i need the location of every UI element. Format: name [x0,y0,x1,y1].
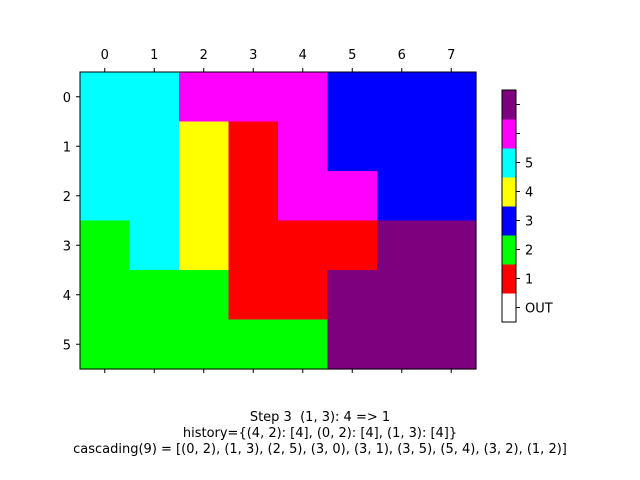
y-tick-label: 3 [63,239,71,254]
heatmap-cell [426,220,477,271]
heatmap-cell [129,121,180,172]
x-tick-label: 4 [299,48,307,63]
heatmap-cell [377,220,428,271]
heatmap-cell [377,171,428,222]
x-tick-label: 3 [249,48,257,63]
heatmap-cell [179,319,230,370]
heatmap-cell [377,72,428,123]
y-tick-label: 2 [63,190,71,205]
colorbar-segment [502,119,516,149]
heatmap-ticks: 0 1 2 3 4 5 6 7 0 1 2 3 4 5 [63,48,455,373]
heatmap-cell [278,319,329,370]
colorbar-tick-label: 5 [525,157,533,172]
colorbar-frame [501,89,517,323]
y-tick-label: 1 [63,140,71,155]
colorbar-tick-label: OUT [525,302,553,317]
colorbar-segment [502,293,516,323]
heatmap-cell [179,171,230,222]
heatmap-cell [129,72,180,123]
heatmap-cell [278,72,329,123]
caption-step-line: Step 3 (1, 3): 4 => 1 [249,410,391,425]
heatmap-cell [228,220,279,271]
heatmap-frame [79,71,477,370]
heatmap-cell [327,121,378,172]
heatmap-cell [278,270,329,321]
heatmap-cell [80,270,131,321]
y-tick-label: 4 [63,289,71,304]
x-tick-label: 0 [101,48,109,63]
colorbar-segments [502,90,516,323]
heatmap-cell [426,171,477,222]
x-tick-label: 2 [200,48,208,63]
heatmap-cell [426,270,477,321]
heatmap-cell [129,220,180,271]
heatmap-cell [179,270,230,321]
caption-cascading-line: cascading(9) = [(0, 2), (1, 3), (2, 5), … [73,442,567,457]
heatmap-cell [80,72,131,123]
heatmap-cells [80,72,477,370]
heatmap-cell [228,270,279,321]
heatmap-cell [327,270,378,321]
heatmap-cell [228,319,279,370]
heatmap-cell [228,121,279,172]
y-tick-label: 0 [63,91,71,106]
colorbar-segment [502,177,516,207]
colorbar-tick-label: 3 [525,215,533,230]
heatmap-cell [327,319,378,370]
heatmap-cell [278,220,329,271]
colorbar-segment [502,90,516,120]
colorbar-ticks: OUT 1 2 3 4 5 [516,104,553,317]
heatmap-cell [80,171,131,222]
y-tick-label: 5 [63,338,71,353]
colorbar-segment [502,264,516,294]
colorbar-tick-label: 2 [525,244,533,259]
heatmap-cell [129,319,180,370]
heatmap-cell [377,319,428,370]
heatmap-cell [377,270,428,321]
heatmap-cell [327,220,378,271]
heatmap-cell [129,270,180,321]
heatmap-cell [80,319,131,370]
colorbar-tick-label: 4 [525,186,533,201]
x-tick-label: 5 [348,48,356,63]
heatmap-cell [228,72,279,123]
heatmap-cell [80,121,131,172]
colorbar-segment [502,206,516,236]
heatmap-cell [327,171,378,222]
heatmap-cell [426,121,477,172]
caption-history-line: history={(4, 2): [4], (0, 2): [4], (1, 3… [182,426,458,441]
heatmap-cell [278,171,329,222]
heatmap-cell [377,121,428,172]
x-tick-label: 6 [398,48,406,63]
x-tick-label: 1 [150,48,158,63]
heatmap-cell [80,220,131,271]
heatmap-cell [327,72,378,123]
heatmap-cell [228,171,279,222]
heatmap-cell [179,121,230,172]
colorbar-segment [502,148,516,178]
heatmap-cell [129,171,180,222]
colorbar-segment [502,235,516,265]
heatmap-cell [426,72,477,123]
heatmap-cell [179,72,230,123]
colorbar-tick-label: 1 [525,273,533,288]
heatmap-cell [278,121,329,172]
x-tick-label: 7 [447,48,455,63]
heatmap-cell [426,319,477,370]
heatmap-cell [179,220,230,271]
